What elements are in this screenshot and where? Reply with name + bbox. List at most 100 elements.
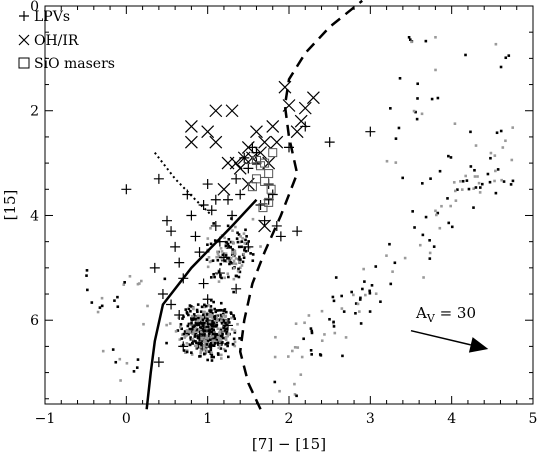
- field-point: [413, 226, 416, 229]
- field-point: [196, 303, 200, 306]
- field-point: [213, 342, 217, 345]
- field-point: [184, 308, 188, 311]
- field-point: [291, 349, 294, 353]
- field-point: [235, 237, 239, 240]
- field-point: [219, 273, 222, 277]
- field-point: [204, 315, 208, 319]
- lpv-point: [174, 257, 185, 268]
- field-point: [101, 349, 105, 353]
- field-point: [332, 322, 335, 325]
- field-point: [221, 253, 225, 257]
- field-point: [119, 379, 122, 382]
- field-point: [229, 260, 232, 264]
- field-point: [213, 315, 217, 318]
- field-point: [320, 339, 324, 343]
- field-point: [438, 226, 442, 230]
- field-point: [388, 242, 391, 246]
- field-point: [227, 332, 230, 336]
- field-point: [435, 213, 438, 217]
- field-point: [122, 283, 126, 286]
- field-point: [227, 244, 230, 248]
- field-point: [146, 304, 149, 308]
- field-point: [195, 328, 198, 332]
- field-point: [354, 311, 357, 315]
- field-point: [194, 321, 198, 325]
- field-point: [188, 304, 192, 307]
- field-point: [496, 168, 500, 171]
- field-point: [224, 349, 227, 353]
- field-point: [182, 349, 186, 352]
- field-point: [240, 264, 244, 267]
- field-point: [195, 344, 199, 348]
- lpv-point: [162, 215, 172, 226]
- extinction-label-a: A: [415, 304, 427, 322]
- field-point: [189, 336, 192, 339]
- field-point: [226, 224, 230, 228]
- legend-cross-marker: [18, 34, 30, 46]
- field-point: [198, 328, 201, 331]
- field-point: [203, 347, 206, 351]
- field-point: [216, 327, 220, 331]
- lpv-point: [166, 299, 177, 310]
- field-point: [195, 341, 198, 345]
- field-point: [486, 172, 490, 176]
- field-point: [213, 333, 217, 336]
- field-point: [293, 382, 296, 386]
- y-tick-label: 0: [30, 0, 39, 15]
- field-point: [113, 299, 116, 302]
- field-point: [480, 182, 484, 186]
- field-point: [201, 327, 205, 331]
- field-point: [217, 280, 221, 283]
- ohir-point: [270, 135, 284, 149]
- lpv-point: [365, 126, 376, 137]
- field-point: [293, 345, 297, 349]
- field-point: [231, 261, 234, 265]
- field-point: [389, 107, 392, 110]
- field-point: [96, 310, 100, 314]
- field-point: [247, 246, 251, 250]
- field-point: [460, 188, 464, 191]
- field-point: [251, 259, 255, 263]
- field-point: [185, 349, 189, 352]
- field-point: [219, 334, 222, 338]
- field-point: [302, 337, 305, 341]
- field-point: [192, 313, 196, 316]
- field-point: [100, 304, 104, 308]
- lpv-point: [121, 184, 132, 195]
- field-point: [446, 197, 449, 200]
- field-point: [216, 314, 219, 317]
- field-point: [202, 316, 206, 320]
- field-point: [243, 248, 246, 252]
- field-point: [364, 293, 367, 297]
- field-point: [213, 317, 217, 321]
- field-point: [200, 342, 203, 346]
- field-point: [212, 339, 216, 342]
- lpv-point: [157, 289, 168, 300]
- lpv-point: [210, 220, 221, 231]
- field-point: [501, 146, 505, 149]
- field-point: [354, 302, 358, 305]
- field-point: [504, 56, 508, 60]
- field-point: [199, 354, 202, 358]
- field-point: [193, 344, 197, 348]
- lpv-point: [186, 210, 197, 221]
- legend: LPVs OH/IR SiO masers: [18, 9, 115, 72]
- field-point: [181, 333, 184, 336]
- field-point: [224, 245, 228, 249]
- field-point: [509, 183, 513, 186]
- field-point: [201, 315, 204, 319]
- field-point: [223, 259, 227, 262]
- field-point: [206, 265, 210, 269]
- field-point: [428, 257, 432, 260]
- field-point: [196, 319, 199, 323]
- extinction-arrow-line: [410, 329, 471, 346]
- field-point: [217, 343, 220, 346]
- field-point: [244, 228, 247, 232]
- field-point: [200, 318, 203, 321]
- field-point: [398, 76, 402, 80]
- field-point: [218, 337, 222, 341]
- field-point: [236, 269, 240, 273]
- field-point: [274, 335, 277, 339]
- ohir-point: [209, 104, 223, 118]
- field-point: [465, 179, 469, 182]
